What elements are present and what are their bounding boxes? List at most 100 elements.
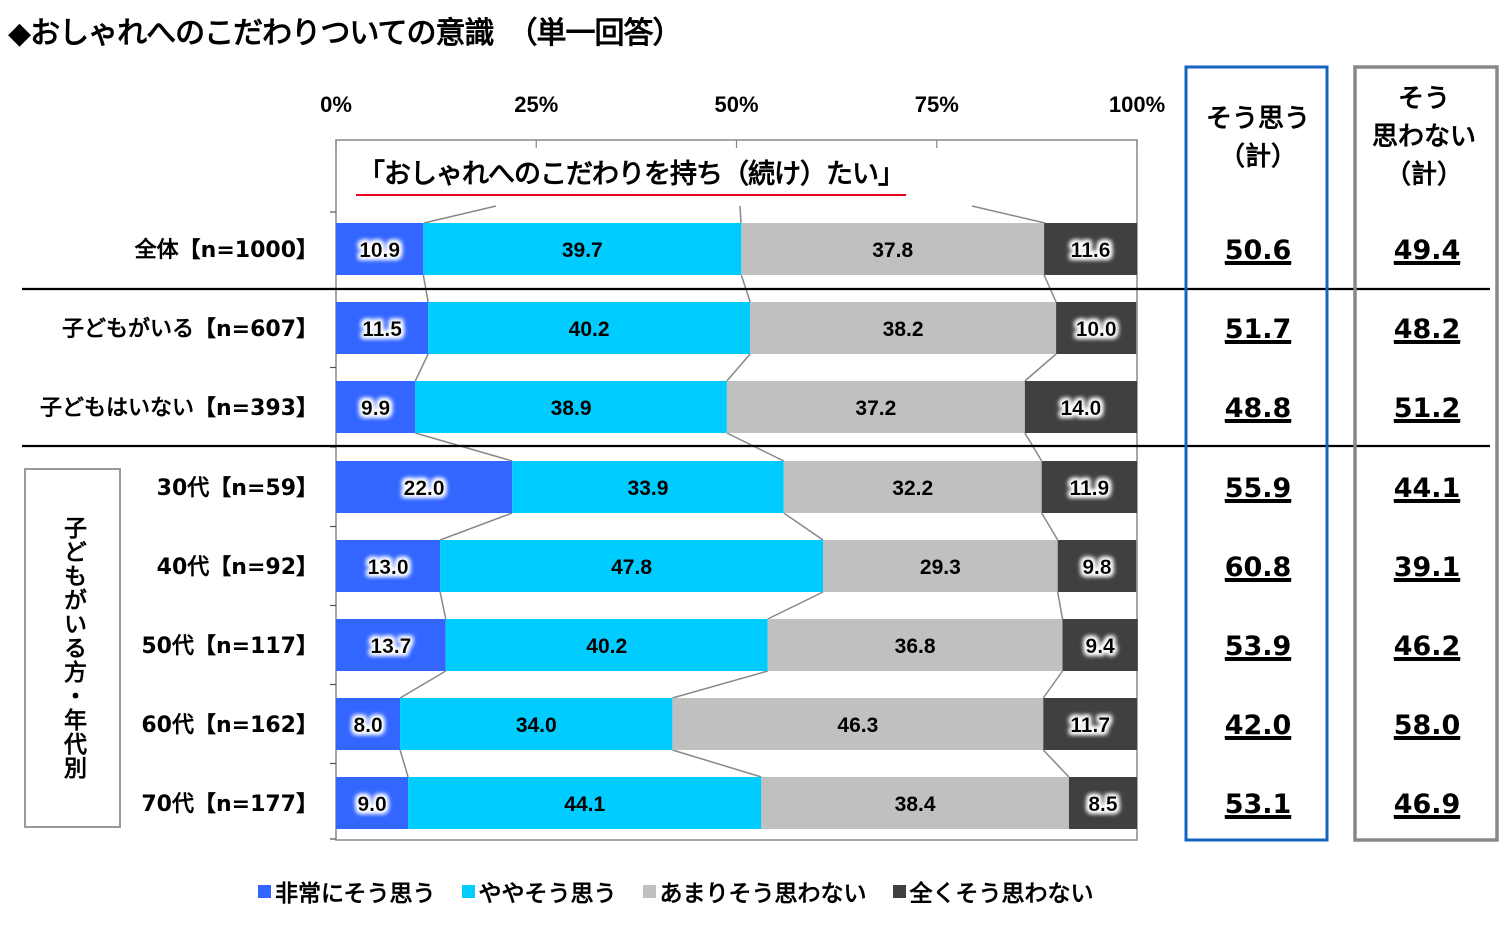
- category-label: 60代【n=162】: [141, 713, 318, 738]
- bar-segment: [783, 461, 1042, 513]
- group-label-box: 子どもがいる方・年代別: [24, 468, 121, 828]
- series-line: [672, 670, 768, 699]
- data-label: 34.0: [516, 714, 557, 737]
- group-label: 子どもがいる方・年代別: [59, 516, 86, 780]
- legend-label: ややそう思う: [478, 881, 617, 907]
- data-label: 13.0: [368, 556, 409, 579]
- legend: 非常にそう思う ややそう思う あまりそう思わない 全くそう思わない: [258, 874, 1094, 908]
- data-label: 47.8: [611, 556, 652, 579]
- data-label: 8.5: [1088, 793, 1118, 816]
- agree-total-column-border: [1184, 65, 1329, 842]
- legend-item-somewhat-disagree: あまりそう思わない: [642, 874, 867, 908]
- series-line: [399, 749, 409, 778]
- bar-segment: [1043, 698, 1137, 750]
- series-line: [767, 591, 824, 620]
- category-label: 40代【n=92】: [157, 555, 318, 580]
- disagree-total-value: 39.1: [1394, 552, 1461, 583]
- legend-item-somewhat-agree: ややそう思う: [461, 874, 617, 908]
- agree-total-value: 55.9: [1225, 473, 1292, 504]
- disagree-total-value: 48.2: [1394, 314, 1461, 345]
- disagree-total-value: 58.0: [1394, 710, 1461, 741]
- data-label: 14.0: [1060, 397, 1101, 420]
- data-label: 10.0: [1076, 318, 1117, 341]
- agree-total-value: 50.6: [1225, 235, 1292, 266]
- series-line: [423, 205, 497, 224]
- summary-header-agree: そう思う （計）: [1188, 100, 1328, 176]
- legend-label: あまりそう思わない: [659, 881, 867, 907]
- bar-segment: [823, 540, 1058, 592]
- agree-total-value: 53.1: [1225, 789, 1292, 820]
- data-label: 8.0: [353, 714, 382, 737]
- bar-segment: [1041, 461, 1137, 513]
- x-tick-label: 0%: [320, 92, 352, 117]
- series-line: [1042, 670, 1064, 699]
- bar-segment: [767, 619, 1063, 671]
- bar-segment: [400, 698, 673, 750]
- bar-segment: [336, 381, 416, 433]
- bar-segment: [741, 223, 1045, 275]
- series-line: [399, 670, 447, 699]
- data-label: 38.4: [895, 793, 936, 816]
- category-label: 子どもがいる【n=607】: [62, 316, 318, 342]
- agree-total-value: 42.0: [1225, 710, 1292, 741]
- data-label: 37.8: [872, 239, 913, 262]
- data-label: 46.3: [837, 714, 878, 737]
- bar-segment: [336, 223, 424, 275]
- category-label: 全体【n=1000】: [134, 237, 318, 263]
- chart-title: ◆おしゃれへのこだわりついての意識 （単一回答）: [8, 16, 682, 51]
- disagree-total-value: 46.9: [1394, 789, 1461, 820]
- bar-segment: [761, 777, 1069, 829]
- x-tick-label: 25%: [514, 92, 558, 117]
- agree-total-value: 51.7: [1225, 314, 1292, 345]
- disagree-total-value: 49.4: [1394, 235, 1461, 266]
- data-label: 11.9: [1069, 477, 1109, 500]
- legend-label: 非常にそう思う: [275, 881, 436, 907]
- data-label: 38.9: [551, 397, 592, 420]
- data-label: 11.6: [1071, 239, 1111, 262]
- data-label: 37.2: [855, 397, 896, 420]
- category-label: 70代【n=177】: [141, 792, 318, 817]
- data-label: 9.4: [1086, 635, 1116, 658]
- bar-segment: [1062, 619, 1138, 671]
- legend-swatch: [258, 884, 271, 898]
- summary-header-disagree-line2: 思わない: [1371, 122, 1476, 152]
- series-line: [439, 512, 513, 541]
- bar-segment: [445, 619, 768, 671]
- disagree-total-value: 51.2: [1394, 393, 1461, 424]
- series-line: [1042, 749, 1070, 778]
- data-label: 40.2: [586, 635, 627, 658]
- x-tick-label: 50%: [714, 92, 758, 117]
- legend-swatch: [642, 884, 656, 898]
- series-line: [1041, 512, 1059, 541]
- data-label: 22.0: [404, 477, 445, 500]
- disagree-total-column-border: [1353, 65, 1499, 842]
- summary-header-disagree: そう 思わない （計）: [1356, 80, 1492, 194]
- series-line: [1056, 591, 1064, 620]
- bar-segment: [1044, 223, 1137, 275]
- data-label: 9.8: [1082, 556, 1112, 579]
- bar-segment: [336, 619, 446, 671]
- bar-segment: [428, 302, 751, 354]
- series-line: [414, 353, 429, 382]
- x-tick-label: 100%: [1109, 92, 1165, 117]
- data-label: 39.7: [562, 239, 603, 262]
- bar-segment: [336, 777, 409, 829]
- data-label: 36.8: [895, 635, 936, 658]
- bar-segment: [440, 540, 824, 592]
- agree-total-value: 48.8: [1225, 393, 1292, 424]
- data-label: 40.2: [569, 318, 610, 341]
- data-label: 44.1: [564, 793, 605, 816]
- data-label: 9.9: [361, 397, 390, 420]
- summary-header-disagree-line1: そう: [1397, 84, 1450, 114]
- bar-segment: [336, 540, 441, 592]
- bar-segment: [408, 777, 762, 829]
- series-line: [971, 205, 1046, 224]
- bar-segment: [1056, 302, 1137, 354]
- bar-segment: [512, 461, 784, 513]
- agree-total-value: 53.9: [1225, 631, 1292, 662]
- bar-segment: [336, 698, 401, 750]
- series-line: [439, 591, 447, 620]
- bar-segment: [1057, 540, 1137, 592]
- chart-subtitle: 「おしゃれへのこだわりを持ち（続け）たい」: [356, 152, 906, 196]
